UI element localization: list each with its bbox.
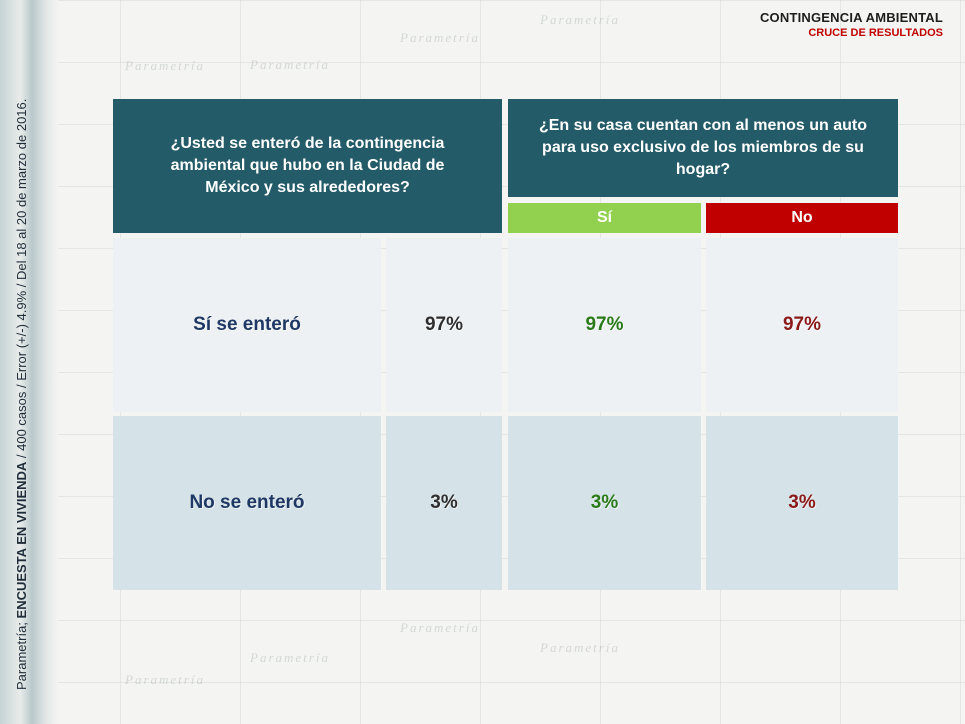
watermark: Parametría [540, 640, 620, 655]
question-left-header: ¿Usted se enteró de la contingencia ambi… [113, 99, 502, 233]
question-right-header: ¿En su casa cuentan con al menos un auto… [508, 99, 898, 197]
column-no-header: No [706, 203, 898, 233]
column-yes-header: Sí [508, 203, 701, 233]
row-total: 97% [386, 238, 502, 412]
watermark: Parametría [250, 57, 330, 72]
row-no-value: 97% [706, 238, 898, 412]
caption-details: / 400 casos / Error (+/-) 4.9% / Del 18 … [14, 98, 29, 462]
row-no-value: 3% [706, 416, 898, 590]
page-subtitle: CRUCE DE RESULTADOS [808, 27, 943, 39]
watermark: Parametría [400, 620, 480, 635]
watermark: Parametría [125, 58, 205, 73]
row-yes-value: 3% [508, 416, 701, 590]
caption-prefix: Parametría; [14, 618, 29, 690]
caption-survey-type: ENCUESTA EN VIVIENDA [14, 461, 29, 619]
watermark: Parametría [250, 650, 330, 665]
page-title: CONTINGENCIA AMBIENTAL [759, 10, 943, 25]
row-label: No se enteró [113, 416, 381, 590]
watermark: Parametría [400, 30, 480, 45]
survey-caption: Parametría; ENCUESTA EN VIVIENDA / 400 c… [14, 30, 29, 690]
row-total: 3% [386, 416, 502, 590]
watermark: Parametría [125, 672, 205, 687]
row-yes-value: 97% [508, 238, 701, 412]
left-decorative-strip [0, 0, 58, 724]
row-label: Sí se enteró [113, 238, 381, 412]
question-left-text: ¿Usted se enteró de la contingencia ambi… [170, 135, 445, 196]
question-right-text: ¿En su casa cuentan con al menos un auto… [538, 117, 868, 178]
title-block: CONTINGENCIA AMBIENTAL CRUCE DE RESULTAD… [760, 10, 943, 39]
watermark: Parametría [540, 12, 620, 27]
